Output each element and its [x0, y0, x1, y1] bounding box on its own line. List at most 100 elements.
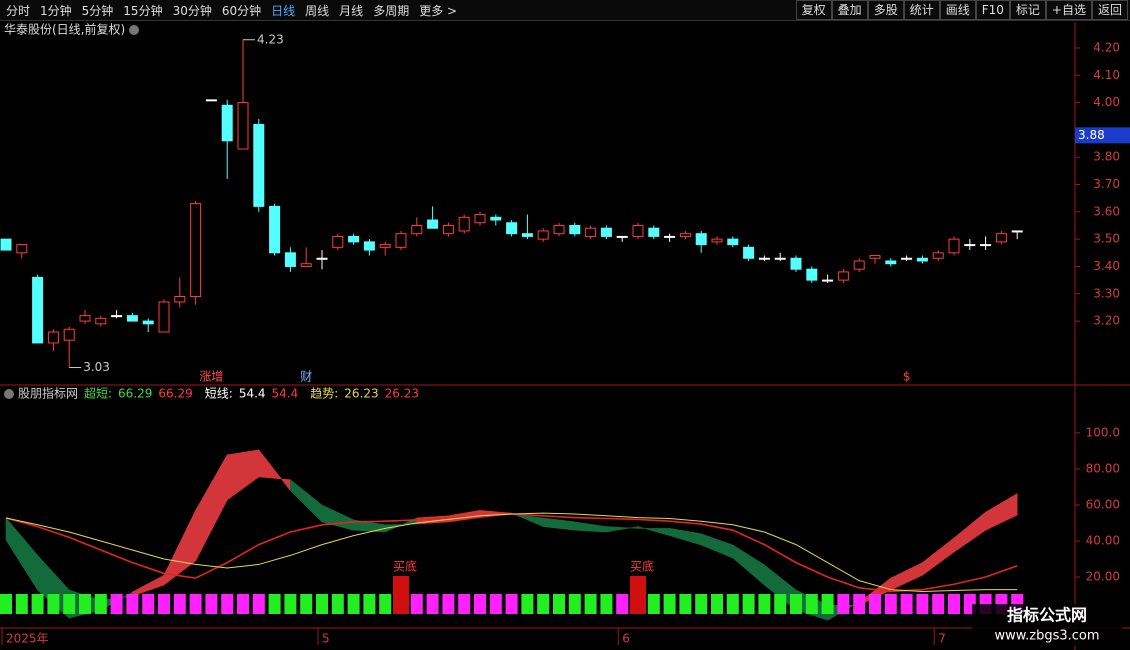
state-block — [221, 594, 234, 614]
tab[interactable]: 月线 — [339, 4, 364, 18]
state-block — [932, 594, 945, 614]
candle-body — [711, 238, 723, 243]
state-block — [900, 594, 913, 614]
candle-body — [790, 257, 802, 270]
candle-body — [332, 235, 344, 248]
candle-body — [537, 230, 549, 240]
tool-button[interactable]: F10 — [975, 0, 1010, 20]
ribbon — [606, 526, 639, 533]
state-block — [616, 594, 629, 614]
candle-body — [600, 227, 612, 237]
tool-button[interactable]: 叠加 — [831, 0, 868, 20]
state-block — [821, 594, 834, 614]
state-block — [663, 594, 676, 614]
candle-body — [269, 205, 281, 254]
toolbar: 分时 1分钟 5分钟 15分钟 30分钟 60分钟 日线 周线 月线 多周期 更多 > 返回 +自选 标记… — [0, 0, 1130, 21]
y-tick-label: 3.20 — [1093, 314, 1120, 328]
readout: 短线: — [205, 387, 233, 401]
indicator-line — [5, 512, 1018, 592]
y-tick-label: 3.60 — [1093, 204, 1120, 218]
state-block — [584, 594, 597, 614]
extreme-label: 4.23 — [257, 32, 284, 46]
state-block — [553, 594, 565, 614]
state-block — [31, 594, 44, 614]
signal-label: 买底 — [630, 559, 654, 574]
candle-body — [458, 216, 470, 232]
tool-button[interactable]: 标记 — [1009, 0, 1046, 20]
state-block — [916, 594, 929, 614]
candle-body — [901, 257, 913, 260]
state-block — [711, 594, 723, 614]
candle-body — [16, 244, 28, 254]
candle-body — [95, 317, 107, 325]
state-block — [300, 594, 313, 614]
candle-body — [63, 328, 75, 341]
state-block — [790, 594, 802, 614]
candle-body — [490, 216, 502, 221]
candle-body — [822, 279, 834, 282]
candle-body — [348, 235, 360, 243]
y-tick-label: 40.00 — [1086, 534, 1120, 548]
tool-button[interactable]: +自选 — [1045, 0, 1092, 20]
tab[interactable]: 日线 — [271, 4, 296, 18]
state-block — [331, 594, 344, 614]
candle-body — [553, 224, 565, 235]
tool-button[interactable]: 返回 — [1091, 0, 1128, 20]
candle-body — [585, 227, 597, 237]
price-tag-box — [1075, 127, 1130, 144]
y-tick-label: 60.00 — [1086, 497, 1120, 511]
tab[interactable]: 周线 — [305, 4, 330, 18]
watermark-url: www.zbgs3.com — [994, 629, 1099, 644]
collapse-icon[interactable] — [4, 389, 14, 399]
state-block — [442, 594, 455, 614]
candle-body — [569, 224, 581, 235]
candle-body — [442, 224, 454, 235]
tool-button[interactable]: 复权 — [795, 0, 832, 20]
candle-body — [474, 214, 486, 224]
tab[interactable]: 5分钟 — [81, 4, 114, 18]
x-tick-label: 2025年 — [6, 632, 49, 646]
y-tick-label: 3.80 — [1093, 150, 1120, 164]
tab[interactable]: 30分钟 — [172, 4, 212, 18]
tool-button[interactable]: 多股 — [867, 0, 904, 20]
tab[interactable]: 更多 > — [419, 4, 458, 18]
tab[interactable]: 60分钟 — [221, 4, 262, 18]
state-block — [537, 594, 550, 614]
state-block — [379, 594, 392, 614]
tool-button[interactable]: 统计 — [903, 0, 940, 20]
ribbon — [258, 448, 291, 492]
tab[interactable]: 15分钟 — [123, 4, 163, 18]
chart-title: 华泰股份(日线,前复权) — [4, 22, 125, 37]
candle-body — [253, 123, 265, 207]
state-block — [110, 594, 123, 614]
tab[interactable]: 分时 — [6, 4, 31, 18]
candle-body — [506, 222, 518, 235]
state-block — [805, 594, 818, 614]
candle-body — [284, 252, 296, 267]
candle-body — [79, 315, 91, 322]
tab[interactable]: 多周期 — [373, 4, 410, 18]
event-marker: 财 — [300, 370, 312, 384]
menu-icon[interactable] — [129, 25, 139, 35]
event-marker: 涨增 — [199, 369, 223, 384]
signal-bar — [630, 576, 646, 614]
candle-body — [727, 238, 739, 246]
state-block — [853, 594, 866, 614]
state-block — [347, 594, 360, 614]
ribbon — [700, 533, 734, 559]
tab[interactable]: 1分钟 — [40, 4, 72, 18]
tool-button[interactable]: 画线 — [939, 0, 976, 20]
price-tag: 3.88 — [1078, 128, 1105, 142]
candle-body — [237, 102, 249, 150]
ribbon — [985, 493, 1018, 531]
state-block — [0, 594, 12, 614]
candle-body — [632, 224, 644, 237]
candle-body — [521, 233, 533, 237]
ribbon — [953, 511, 986, 553]
readout: 54.4 — [239, 387, 266, 401]
state-block — [474, 594, 486, 614]
signal-bar — [393, 576, 409, 614]
candle-body — [695, 233, 707, 246]
y-tick-label: 3.70 — [1093, 177, 1120, 191]
candle-body — [47, 331, 59, 344]
